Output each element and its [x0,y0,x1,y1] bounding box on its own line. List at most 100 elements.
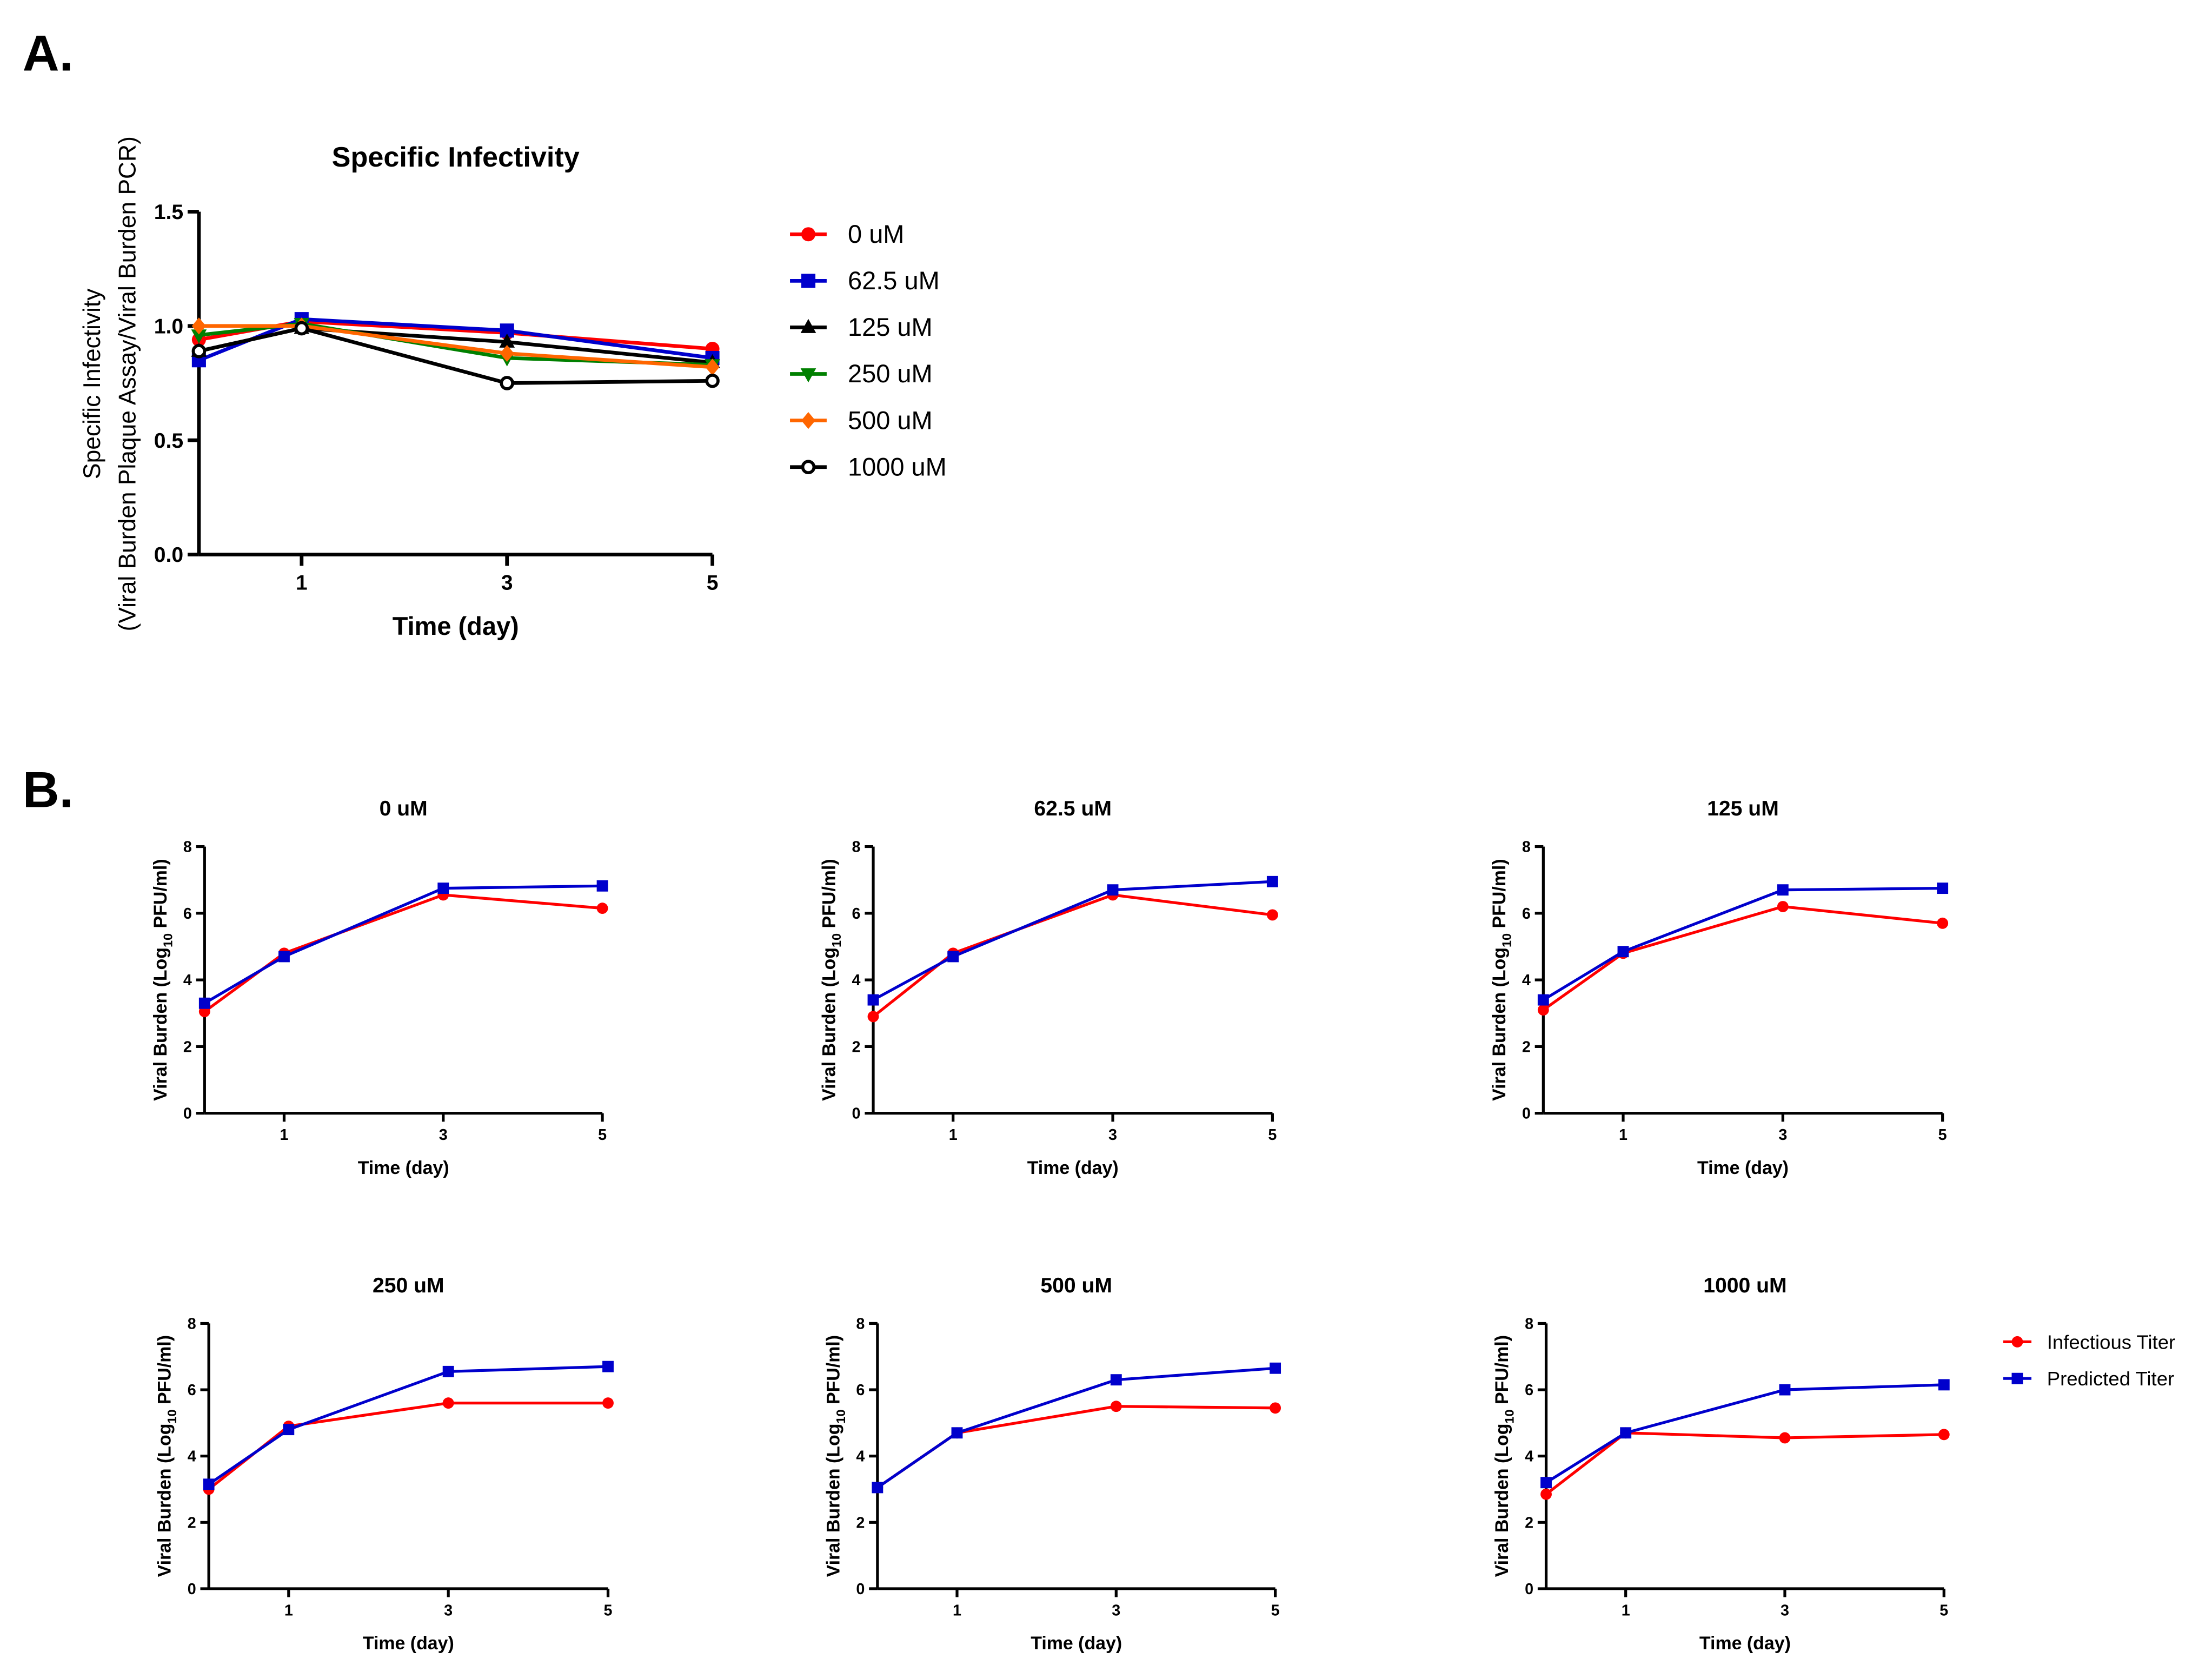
x-tick-label: 3 [1781,1602,1789,1620]
series-infectious-titer [1540,1427,1950,1500]
marker-circle [1777,901,1789,912]
x-tick-label: 3 [1108,1126,1117,1144]
series-predicted-titer [867,875,1278,1006]
y-tick-label: 0 [1525,1581,1533,1598]
marker-square [596,880,608,892]
marker-square [198,997,210,1009]
legend-item: 0 uM [790,220,904,248]
y-axis-label: Viral Burden (Log10 PFU/ml) [819,859,843,1100]
x-tick-label: 3 [1778,1126,1787,1144]
marker-circle [1779,1432,1791,1444]
y-tick-label: 4 [856,1448,865,1465]
legend-item: 62.5 uM [790,266,940,295]
chart-title: 1000 uM [1703,1274,1786,1297]
y-tick-label: 8 [1522,839,1531,856]
marker-square [801,274,816,288]
x-tick-label: 1 [280,1126,288,1144]
y-tick-label: 1.5 [154,201,183,224]
chart-title: Specific Infectivity [332,142,580,173]
y-tick-label: 6 [852,905,861,923]
marker-diamond [801,412,816,429]
panel-label-a: A. [23,25,74,82]
x-tick-label: 5 [707,572,719,595]
y-tick-label: 4 [183,972,192,989]
y-tick-label: 1.0 [154,315,183,339]
series-line [208,1365,608,1485]
marker-circle [1937,917,1949,929]
legend-label: 1000 uM [848,452,947,481]
legend-b: Infectious Titer Predicted Titer [2003,1331,2175,1390]
marker-circle [1266,909,1278,921]
x-tick-label: 1 [1619,1126,1628,1144]
marker-circle [2011,1336,2023,1348]
legend-item: 250 uM [790,359,933,388]
series-line [203,884,603,1005]
marker-square [283,1424,295,1436]
legend-label: Predicted Titer [2047,1368,2174,1390]
y-tick-label: 8 [188,1315,196,1332]
x-tick-label: 3 [501,572,513,595]
y-tick-label: 8 [852,839,861,856]
x-axis-label: Time (day) [358,1158,449,1178]
marker-circle [801,227,816,242]
marker-square [278,951,290,963]
series-line [1545,1383,1944,1484]
marker-square [1617,946,1629,958]
y-axis-label: Viral Burden (Log10 PFU/ml) [1492,1335,1516,1577]
y-tick-label: 2 [183,1038,192,1056]
y-axis-label: Viral Burden (Log10 PFU/ml) [155,1335,179,1577]
series-line [198,326,713,385]
chart-0: Specific Infectivity 0.0 0.5 1.0 1.5 1 3 5 Time … [79,136,720,640]
marker-circle [442,1397,454,1409]
series-infectious-titer [872,1401,1281,1494]
y-axis-label: Viral Burden (Log10 PFU/ml) [1489,859,1513,1100]
chart-title: 0 uM [380,797,428,820]
y-tick-label: 4 [1522,972,1531,989]
y-tick-label: 0 [188,1581,196,1598]
marker-square [1620,1427,1632,1439]
chart-title: 500 uM [1040,1274,1112,1297]
x-tick-label: 5 [1268,1126,1277,1144]
marker-open-circle [191,344,207,359]
y-tick-label: 2 [1522,1038,1531,1056]
marker-open-circle [705,373,720,388]
y-tick-label: 6 [183,905,192,923]
marker-triangle-down [191,329,207,344]
marker-square [1937,883,1949,894]
x-tick-label: 5 [598,1126,607,1144]
x-axis-label: Time (day) [1697,1158,1789,1178]
marker-diamond [500,344,514,362]
series-line [198,324,713,369]
x-tick-label: 1 [284,1602,293,1620]
marker-square [1779,1384,1791,1396]
y-tick-label: 6 [188,1382,196,1399]
marker-open-circle [294,321,309,336]
marker-triangle-up [800,319,816,333]
y-tick-label: 4 [1525,1448,1533,1465]
marker-open-circle [801,460,816,475]
marker-circle [602,1397,614,1409]
marker-square [1266,875,1278,887]
x-tick-label: 5 [1938,1126,1947,1144]
marker-circle [1540,1488,1552,1500]
chart-4: 250 uM 0 2 4 6 8 1 3 5 Time (day) Viral Burden (Lo… [155,1274,614,1654]
series-line [1542,905,1943,1011]
series-predicted-titer [1537,883,1949,1006]
y-tick-label: 4 [852,972,861,989]
marker-open-circle [500,376,515,390]
chart-6: 1000 uM 0 2 4 6 8 1 3 5 Time (day) Viral Burden (L… [1492,1274,1950,1654]
y-tick-label: 8 [1525,1315,1533,1332]
legend-label: Infectious Titer [2047,1331,2175,1353]
x-axis-label: Time (day) [363,1633,454,1654]
marker-square [2011,1372,2023,1384]
x-axis-label: Time (day) [1699,1633,1791,1654]
y-axis-label-line2: (Viral Burden Plaque Assay/Viral Burden … [114,136,141,631]
y-tick-label: 2 [188,1514,196,1531]
marker-square [602,1361,614,1372]
x-tick-label: 3 [1112,1602,1120,1620]
marker-triangle-up [499,333,515,348]
legend-item: 1000 uM [790,452,947,481]
marker-circle [1110,1401,1122,1412]
series-line [1542,887,1943,1001]
marker-square [437,883,449,894]
